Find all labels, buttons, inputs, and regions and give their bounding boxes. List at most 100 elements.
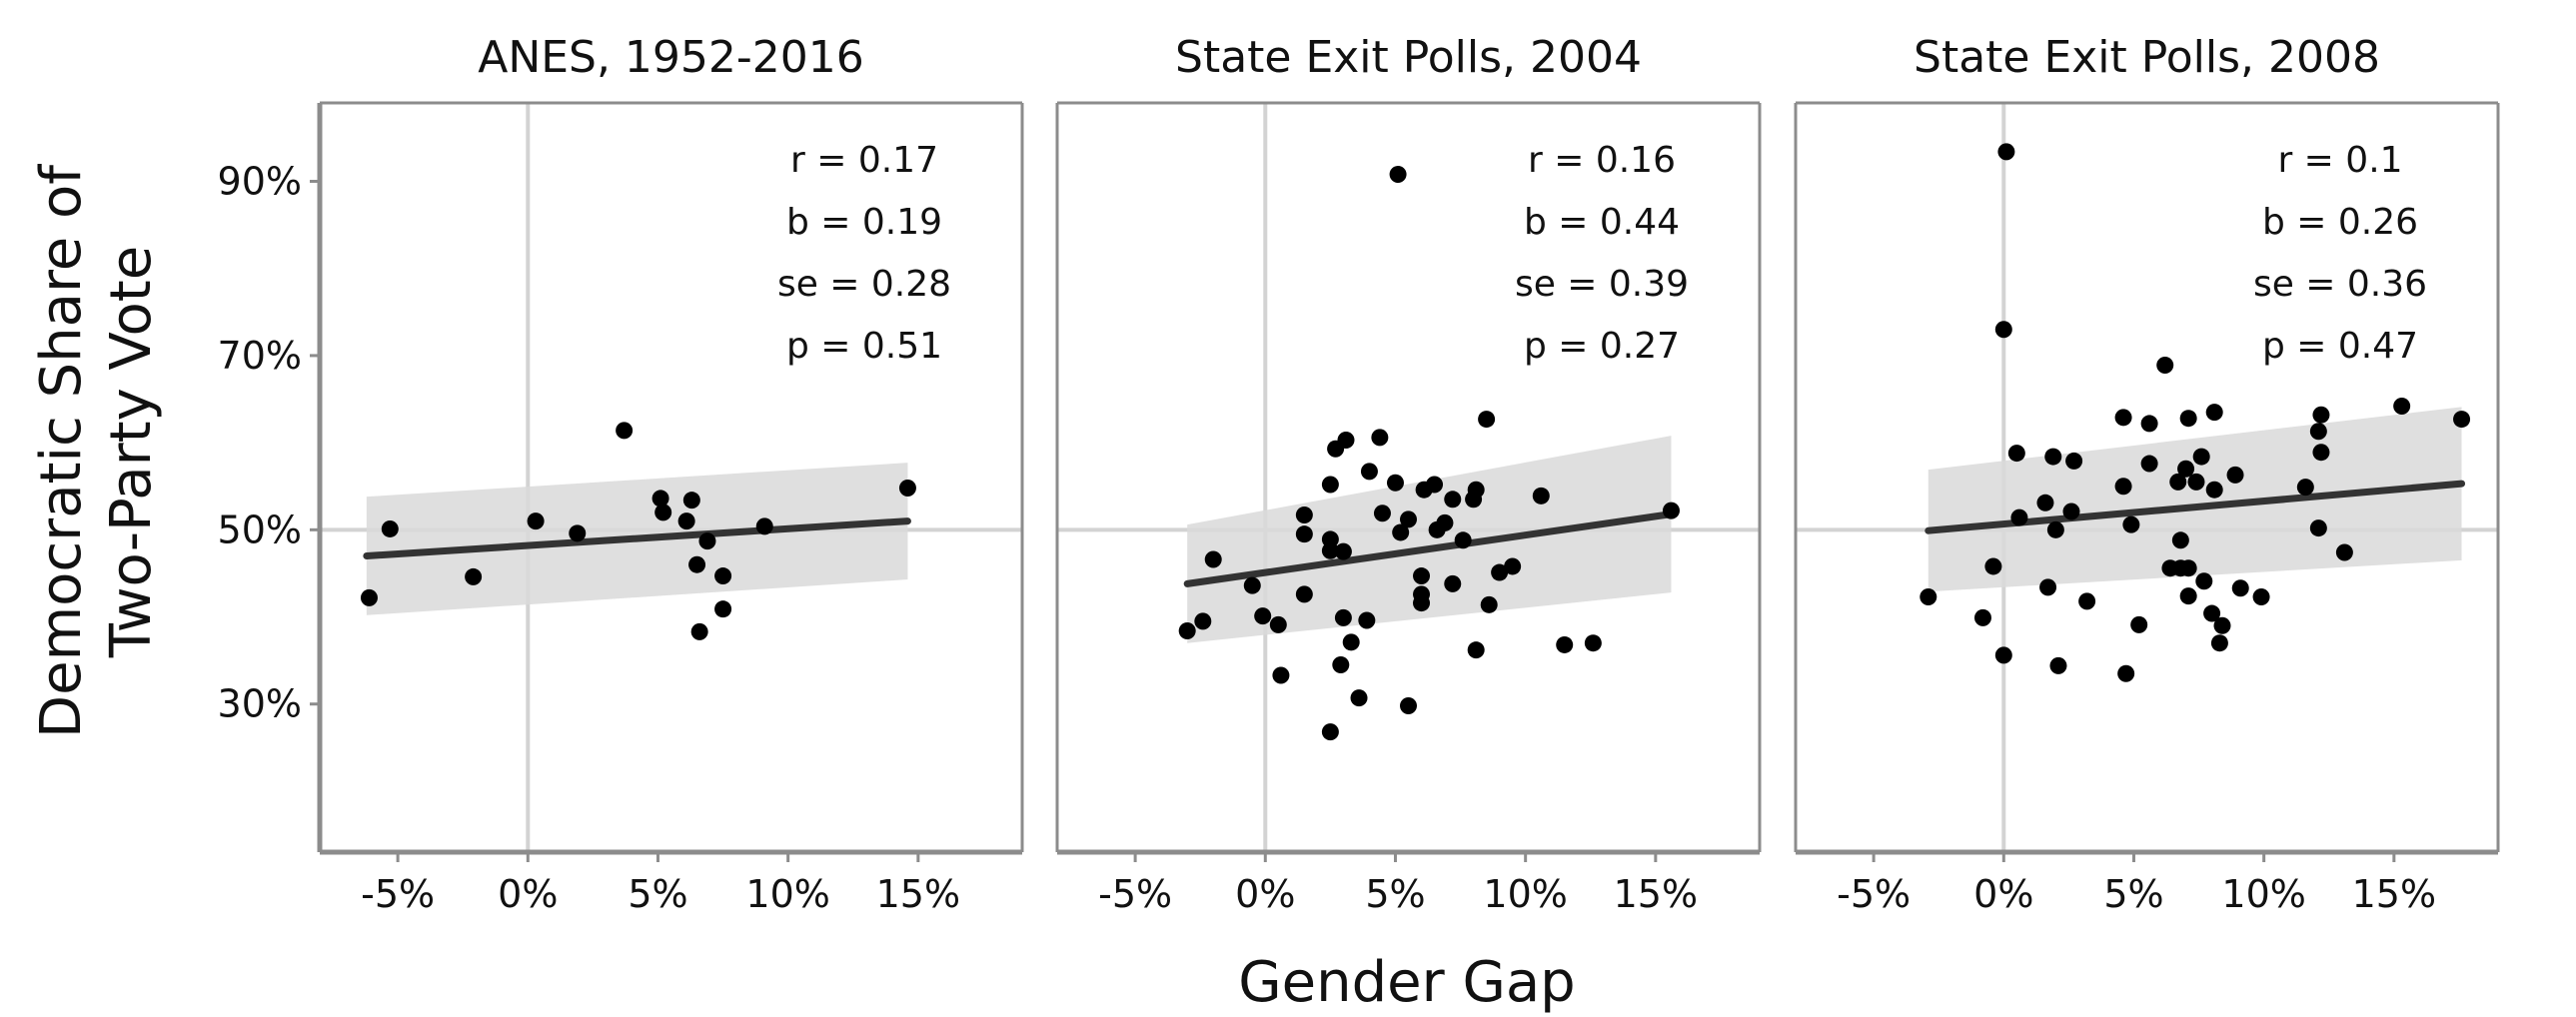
panel-3-point-42 [1920,587,1937,605]
panel-1-point-2 [381,519,399,537]
panel-2-point-28 [1491,563,1509,581]
panel-2-point-16 [1373,505,1391,522]
panel-3-point-17 [2140,455,2158,473]
panel-3-point-4 [2393,397,2411,415]
panel-3-point-10 [2140,415,2158,433]
panel-2-point-19 [1428,520,1446,538]
panel-1-stat-1: r = 0.17 [790,140,938,181]
panel-3-point-39 [2231,579,2249,597]
panel-2-point-2 [1478,411,1496,429]
panel-2-point-20 [1392,523,1410,541]
panel-3-point-1 [1997,143,2015,161]
panel-2-point-26 [1204,550,1222,568]
panel-3-point-40 [2179,587,2197,605]
panel-3-stat-4: p = 0.47 [2262,326,2418,367]
panel-3-point-21 [2187,473,2205,491]
panel-2-point-36 [1254,607,1272,625]
panel-2-point-1 [1389,166,1407,184]
panel-1-point-14 [714,567,732,585]
panel-3-point-9 [2453,411,2471,429]
panel-3-point-26 [2062,503,2080,520]
panel-3-point-36 [2179,559,2197,577]
y-tick-label-1: 30% [218,682,302,726]
panel-3-point-22 [2114,478,2132,496]
panel-2-x-tick-label-4: 10% [1483,872,1567,916]
panel-3-point-44 [2203,604,2221,622]
panel-3-point-32 [2335,543,2353,561]
panel-3-point-45 [1973,608,1991,626]
panel-3-point-14 [2044,448,2062,466]
panel-1-point-6 [616,422,634,440]
panel-2-point-6 [1360,463,1378,481]
panel-1-point-8 [654,504,672,521]
panel-2-point-38 [1358,611,1376,629]
x-axis-title: Gender Gap [1238,950,1575,1015]
panel-2-point-13 [1444,491,1462,508]
panel-3-stat-1: r = 0.1 [2277,140,2402,181]
panel-3-point-3 [2156,357,2174,374]
y-tick-label-4: 90% [218,159,302,203]
panel-3-point-7 [2114,409,2132,427]
panel-2-point-25 [1321,541,1339,559]
panel-3-point-15 [2192,448,2210,466]
panel-2-point-24 [1334,542,1352,560]
panel-3-point-46 [2130,615,2148,633]
panel-3-point-33 [1984,557,2002,575]
panel-3-point-31 [2171,531,2189,549]
panel-3-point-2 [1994,321,2012,339]
panel-1-point-15 [714,600,732,618]
panel-3-x-tick-label-5: 15% [2352,872,2436,916]
panel-2-point-5 [1327,440,1345,458]
panel-2-point-48 [1350,689,1368,707]
panel-2-point-50 [1321,723,1339,741]
panel-1-point-17 [898,479,916,497]
panel-2-fit-line [1183,510,1675,587]
panel-1-stat-3: se = 0.28 [777,264,951,305]
panel-3-stat-3: se = 0.36 [2253,264,2427,305]
panel-2-point-4 [1371,429,1389,447]
panel-3-point-43 [2078,592,2096,610]
panel-3-point-13 [2312,444,2330,462]
panel-3-point-48 [2210,634,2228,652]
panel-3-point-38 [2039,578,2057,596]
panel-2-point-30 [1444,574,1462,592]
panel-2-point-37 [1334,608,1352,626]
panel-1-point-9 [677,512,695,530]
panel-2-point-27 [1504,557,1522,575]
panel-3-point-20 [2169,473,2187,491]
panel-2-x-tick-label-1: -5% [1098,872,1172,916]
panel-2-point-35 [1480,595,1498,613]
panel-3-point-37 [2195,572,2213,590]
panel-3-x-tick-label-1: -5% [1837,872,1911,916]
panel-3-point-51 [2117,664,2135,682]
panel-2-point-44 [1584,634,1602,652]
panel-3-x-tick-label-2: 0% [1973,872,2033,916]
panel-2-stat-1: r = 0.16 [1528,140,1676,181]
panel-3-point-24 [2296,479,2314,497]
y-tick-label-3: 70% [218,334,302,378]
panel-1-x-tick-label-1: -5% [361,872,435,916]
panel-2-stat-3: se = 0.39 [1515,264,1689,305]
panel-3-point-29 [2046,520,2064,538]
y-axis-title-line-1: Democratic Share of [29,164,94,738]
panel-3-point-18 [2177,460,2195,478]
panel-2-x-tick-label-3: 5% [1365,872,1425,916]
panel-3-point-16 [2065,452,2083,470]
panel-3-point-49 [1994,646,2012,664]
panel-3-x-tick-label-4: 10% [2221,872,2305,916]
panel-1-stat-4: p = 0.51 [786,326,942,367]
panel-3-point-41 [2252,587,2270,605]
panel-1-point-3 [465,567,483,585]
panel-1-point-16 [755,517,773,535]
panel-2-point-11 [1415,481,1433,499]
panel-2-point-39 [1194,612,1212,630]
panel-2-stat-4: p = 0.27 [1524,326,1680,367]
panel-1-title: ANES, 1952-2016 [478,32,864,83]
panel-1-point-11 [688,555,706,573]
panel-3-title: State Exit Polls, 2008 [1914,32,2380,83]
panel-2-point-41 [1178,621,1196,639]
panel-2-point-21 [1295,525,1313,543]
panel-1-fit-line [363,517,911,559]
panel-3-point-27 [2010,508,2028,526]
